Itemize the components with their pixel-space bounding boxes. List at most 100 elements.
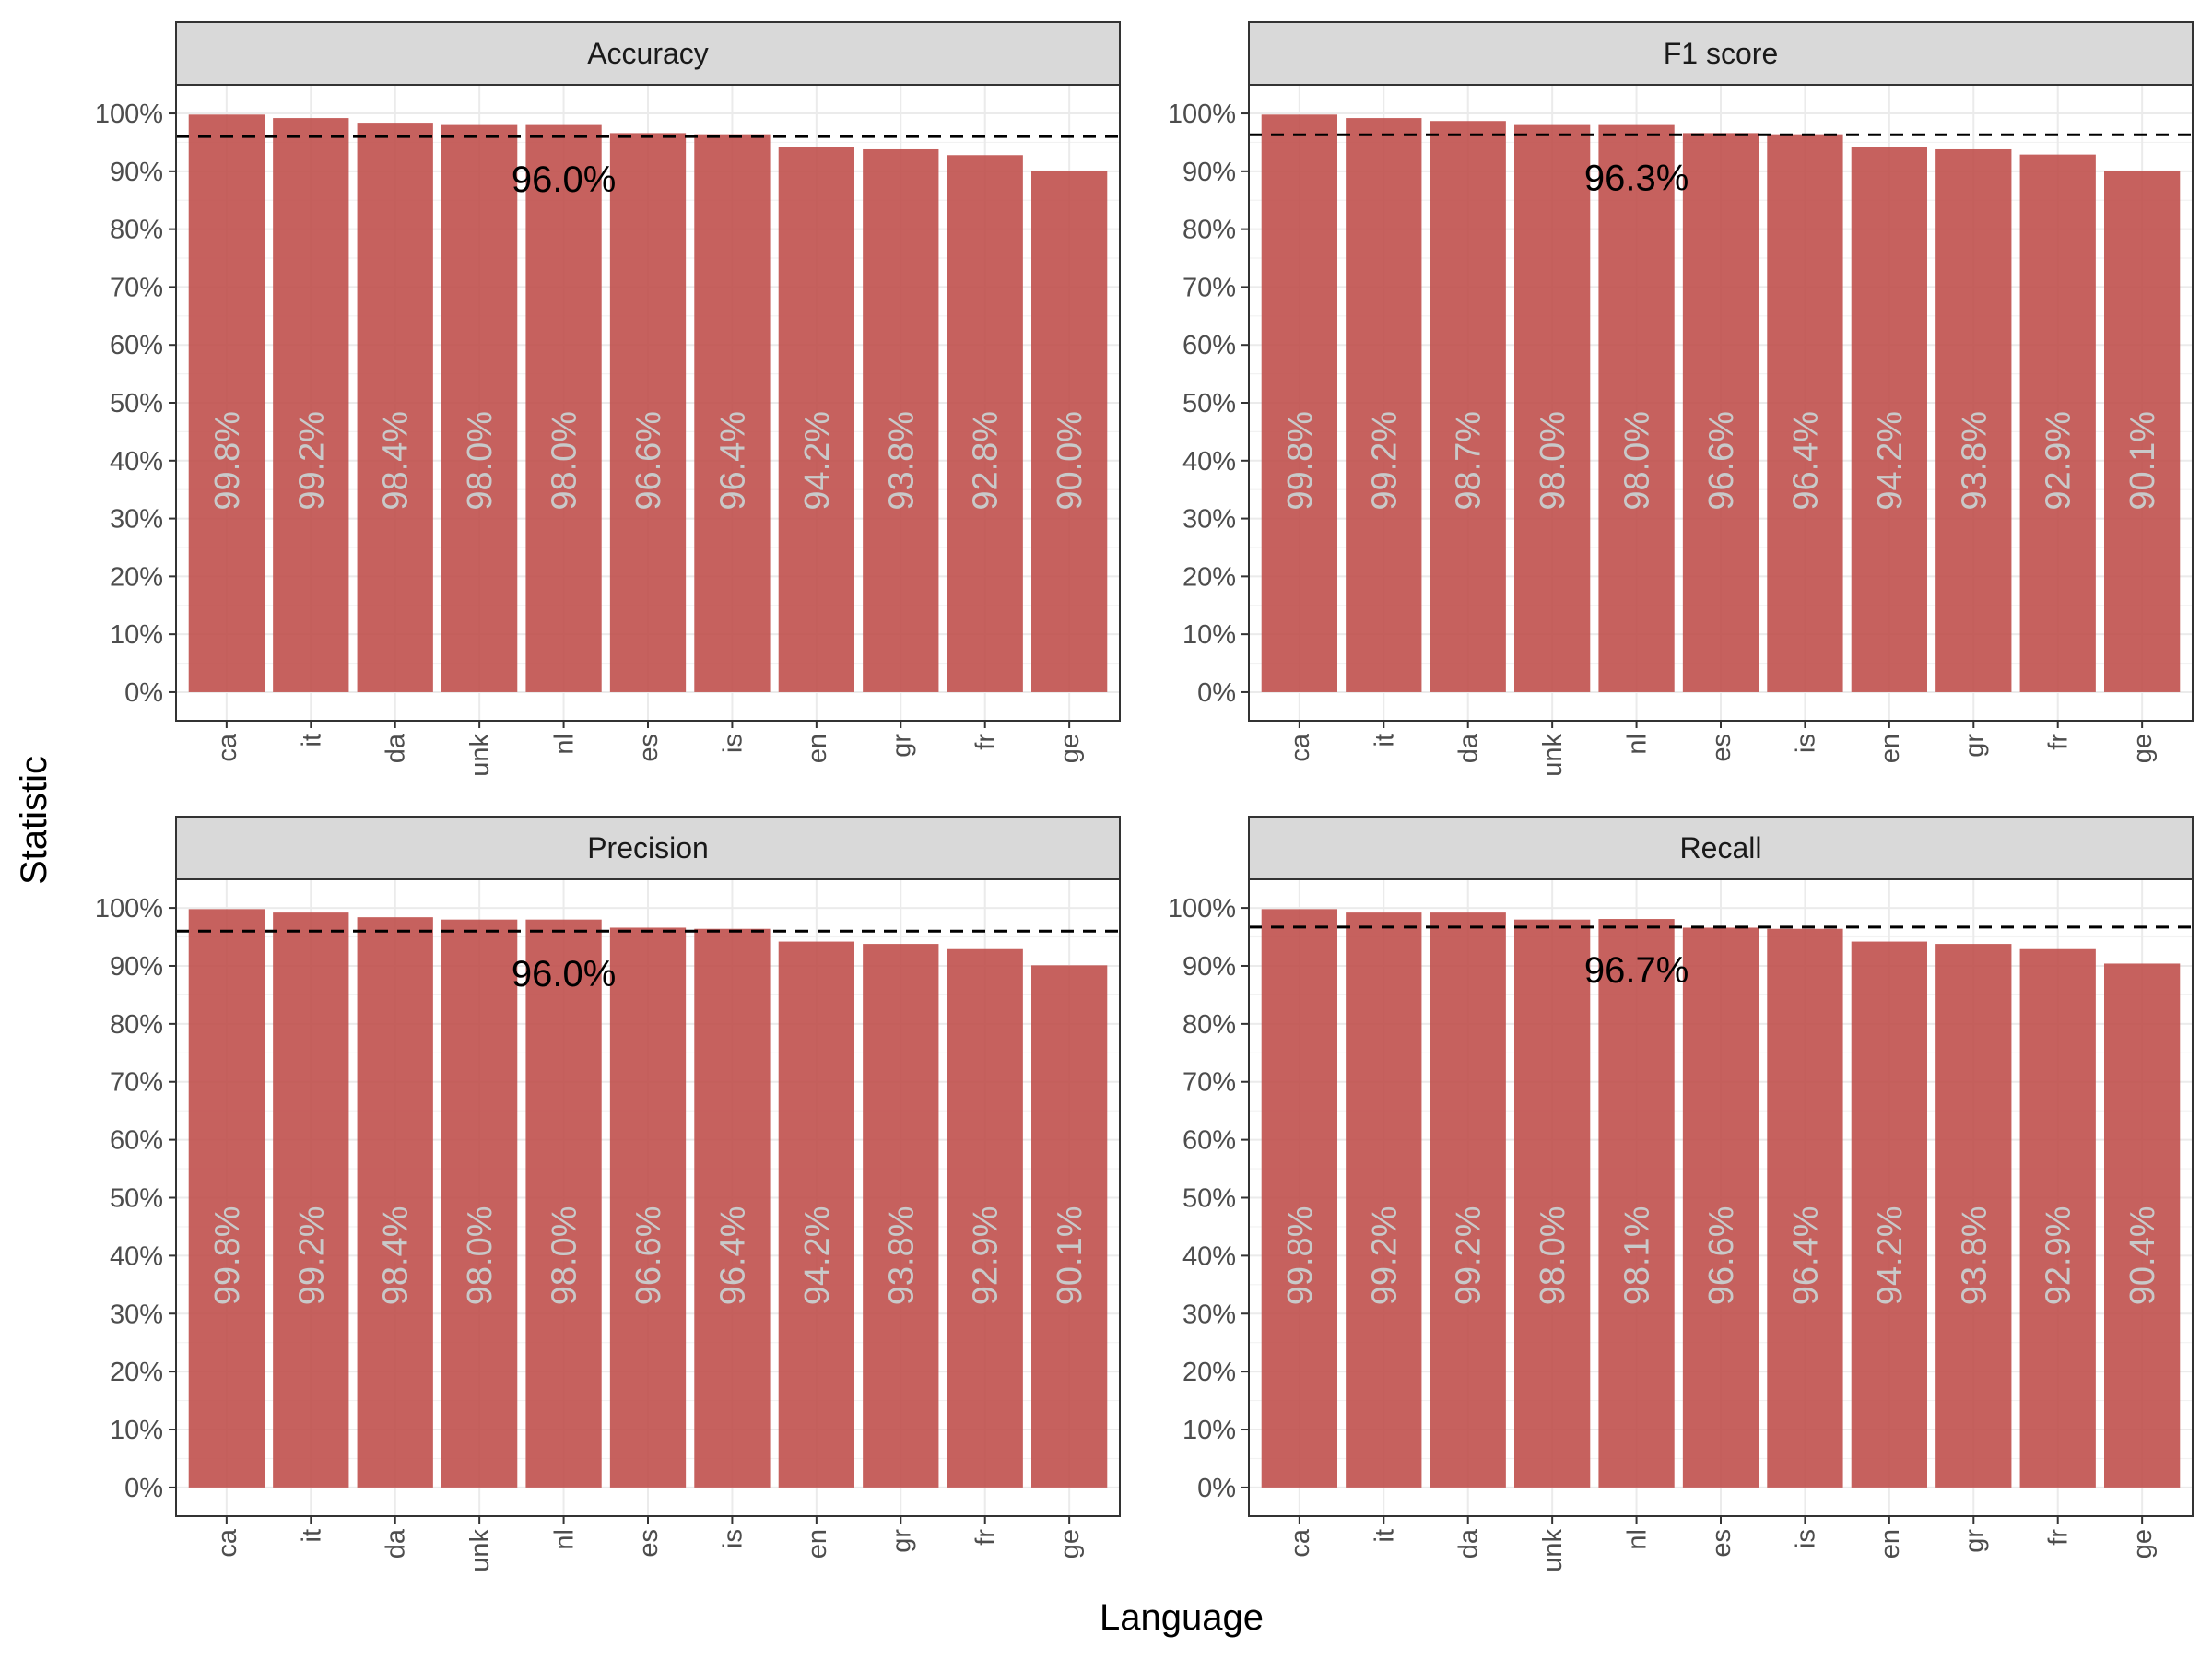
x-tick-label-is: is bbox=[1791, 1529, 1820, 1548]
bar-value-label: 98.0% bbox=[546, 411, 584, 511]
y-tick-label: 0% bbox=[124, 1474, 163, 1503]
x-tick-label-nl: nl bbox=[1623, 734, 1653, 755]
bar-value-label: 99.2% bbox=[1450, 1206, 1488, 1306]
bar-ge bbox=[1031, 965, 1108, 1488]
bar-unk bbox=[441, 124, 518, 692]
y-tick-label: 70% bbox=[110, 273, 163, 302]
y-tick-label: 60% bbox=[110, 1126, 163, 1156]
x-tick-label-ge: ge bbox=[1055, 734, 1085, 763]
bar-value-label: 98.4% bbox=[377, 411, 416, 511]
y-tick-label: 60% bbox=[1182, 331, 1236, 360]
x-tick-label-fr: fr bbox=[971, 734, 1001, 750]
y-tick-label: 0% bbox=[1197, 1474, 1236, 1503]
x-tick-label-it: it bbox=[297, 1529, 326, 1543]
x-tick-label-ge: ge bbox=[2128, 734, 2158, 763]
bar-es bbox=[1682, 133, 1759, 692]
bar-es bbox=[609, 927, 687, 1488]
x-tick-label-unk: unk bbox=[465, 1529, 495, 1572]
bar-value-label: 98.7% bbox=[1450, 411, 1488, 511]
bar-value-label: 92.9% bbox=[2040, 411, 2078, 511]
y-tick-label: 30% bbox=[1182, 505, 1236, 535]
x-tick-label-en: en bbox=[1876, 734, 1905, 763]
bar-value-label: 99.8% bbox=[1281, 1206, 1320, 1306]
bar-gr bbox=[1936, 148, 2012, 692]
bar-da bbox=[1430, 121, 1506, 692]
x-tick-label-es: es bbox=[634, 734, 664, 762]
y-tick-label: 70% bbox=[110, 1068, 163, 1098]
bar-value-label: 98.1% bbox=[1618, 1206, 1657, 1306]
bar-en bbox=[778, 147, 854, 692]
bar-it bbox=[273, 912, 349, 1488]
x-tick-label-is: is bbox=[718, 1529, 747, 1548]
y-tick-label: 0% bbox=[124, 678, 163, 708]
x-tick-label-gr: gr bbox=[1959, 734, 1989, 758]
y-tick-label: 10% bbox=[1182, 1416, 1236, 1445]
facet-strip-label: Recall bbox=[1680, 831, 1762, 865]
bar-value-label: 96.6% bbox=[629, 1206, 668, 1306]
y-tick-label: 80% bbox=[110, 216, 163, 245]
bar-value-label: 98.4% bbox=[377, 1206, 416, 1306]
x-tick-label-unk: unk bbox=[1538, 734, 1568, 777]
x-tick-label-unk: unk bbox=[465, 734, 495, 777]
y-tick-label: 20% bbox=[110, 1358, 163, 1387]
bar-value-label: 99.2% bbox=[1365, 1206, 1404, 1306]
x-tick-label-it: it bbox=[1370, 1529, 1399, 1543]
x-tick-label-ge: ge bbox=[2128, 1529, 2158, 1559]
bar-da bbox=[357, 917, 433, 1488]
bar-value-label: 94.2% bbox=[798, 1206, 837, 1306]
bar-value-label: 90.0% bbox=[1051, 411, 1089, 511]
bar-value-label: 93.8% bbox=[882, 411, 921, 511]
x-tick-label-da: da bbox=[1454, 1528, 1484, 1559]
x-tick-label-gr: gr bbox=[1959, 1529, 1989, 1553]
bar-fr bbox=[2019, 154, 2096, 692]
y-tick-label: 60% bbox=[1182, 1126, 1236, 1156]
bar-ca bbox=[188, 114, 265, 692]
bar-unk bbox=[441, 919, 518, 1488]
y-tick-label: 10% bbox=[110, 1416, 163, 1445]
mean-label: 96.3% bbox=[1584, 158, 1688, 198]
mean-label: 96.0% bbox=[512, 954, 616, 994]
bar-it bbox=[1346, 118, 1422, 692]
y-tick-label: 100% bbox=[95, 100, 163, 129]
bar-nl bbox=[1598, 919, 1675, 1488]
x-tick-label-gr: gr bbox=[887, 734, 916, 758]
bar-ca bbox=[1261, 909, 1337, 1488]
x-tick-label-it: it bbox=[297, 734, 326, 747]
facet-strip-label: Accuracy bbox=[587, 37, 709, 70]
bar-fr bbox=[2019, 948, 2096, 1488]
x-tick-label-fr: fr bbox=[2044, 734, 2074, 750]
y-tick-label: 10% bbox=[110, 620, 163, 650]
bar-value-label: 96.4% bbox=[713, 1206, 752, 1306]
bar-ge bbox=[1031, 171, 1108, 692]
bar-value-label: 93.8% bbox=[1955, 411, 1994, 511]
bar-value-label: 98.0% bbox=[461, 411, 500, 511]
bar-unk bbox=[1514, 919, 1591, 1488]
bar-value-label: 94.2% bbox=[1871, 1206, 1910, 1306]
bar-value-label: 90.1% bbox=[2124, 411, 2162, 511]
facet-strip-label: F1 score bbox=[1664, 37, 1778, 70]
bar-value-label: 99.8% bbox=[1281, 411, 1320, 511]
bar-en bbox=[1851, 941, 1927, 1488]
bar-unk bbox=[1514, 124, 1591, 692]
x-tick-label-is: is bbox=[718, 734, 747, 753]
y-tick-label: 0% bbox=[1197, 678, 1236, 708]
y-tick-label: 20% bbox=[110, 562, 163, 592]
bar-is bbox=[1767, 928, 1843, 1488]
facet-strip bbox=[1248, 21, 2194, 86]
bar-is bbox=[1767, 134, 1843, 692]
bar-value-label: 98.0% bbox=[546, 1206, 584, 1306]
bar-value-label: 96.6% bbox=[1702, 1206, 1741, 1306]
x-tick-label-es: es bbox=[1707, 1529, 1736, 1558]
bar-nl bbox=[525, 124, 602, 692]
bar-value-label: 96.4% bbox=[1786, 1206, 1825, 1306]
mean-label: 96.0% bbox=[512, 159, 616, 200]
x-tick-label-da: da bbox=[1454, 733, 1484, 763]
y-tick-label: 40% bbox=[1182, 447, 1236, 477]
x-tick-label-fr: fr bbox=[2044, 1529, 2074, 1546]
y-tick-label: 70% bbox=[1182, 1068, 1236, 1098]
y-tick-label: 50% bbox=[110, 389, 163, 418]
bar-value-label: 92.9% bbox=[2040, 1206, 2078, 1306]
bar-value-label: 90.1% bbox=[1051, 1206, 1089, 1306]
x-axis-title: Language bbox=[1100, 1597, 1264, 1638]
